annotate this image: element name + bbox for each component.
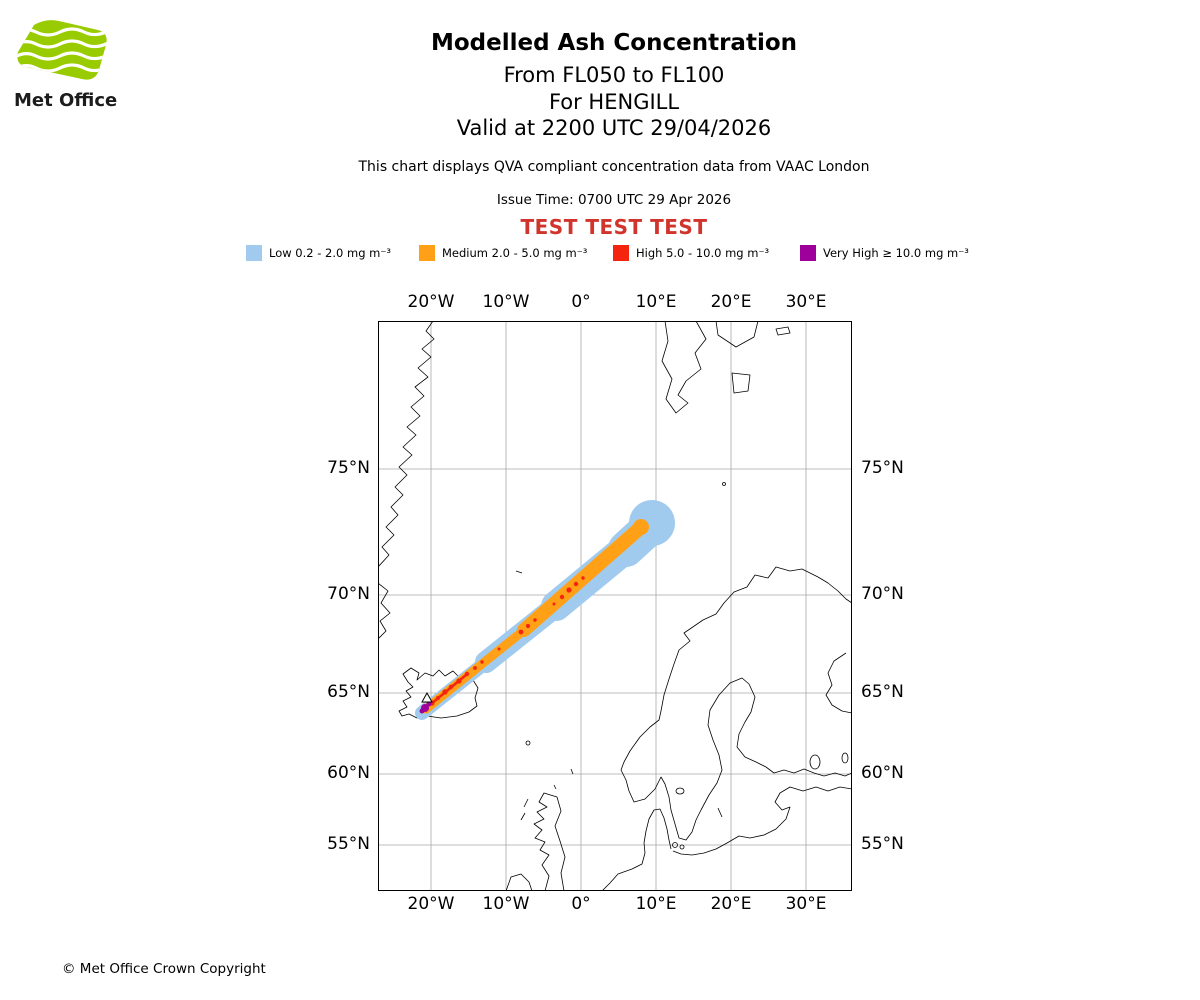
- legend-item-medium: Medium 2.0 - 5.0 mg m⁻³: [419, 244, 587, 261]
- y-tick-left-70n: 70°N: [327, 584, 370, 604]
- x-tick-top-1: 10°W: [482, 292, 530, 312]
- met-office-wordmark: Met Office: [14, 90, 118, 111]
- legend-swatch-low: [246, 244, 262, 261]
- baltic-coast: [672, 786, 852, 856]
- y-tick-right-65n: 65°N: [861, 682, 904, 702]
- x-tick-top-5: 30°E: [785, 292, 827, 312]
- denmark-coast: [617, 808, 672, 875]
- x-tick-top-4: 20°E: [710, 292, 752, 312]
- met-office-logo: Met Office: [14, 20, 124, 111]
- legend-item-high: High 5.0 - 10.0 mg m⁻³: [613, 244, 769, 261]
- y-tick-right-55n: 55°N: [861, 834, 904, 854]
- y-tick-right-70n: 70°N: [861, 584, 904, 604]
- legend-swatch-high: [613, 244, 629, 261]
- map-border: [378, 321, 852, 891]
- y-tick-left-65n: 65°N: [327, 682, 370, 702]
- x-tick-top-2: 0°: [571, 292, 591, 312]
- volcano-name: For HENGILL: [548, 90, 680, 114]
- met-office-logo-mark: [17, 20, 107, 80]
- y-tick-left-60n: 60°N: [327, 763, 370, 783]
- x-tick-bottom-5: 30°E: [785, 894, 827, 914]
- greenland-coast: [378, 321, 435, 568]
- x-tick-bottom-4: 20°E: [710, 894, 752, 914]
- x-tick-bottom-1: 10°W: [482, 894, 530, 914]
- legend-swatch-very-high: [800, 244, 816, 261]
- svalbard-coast: [661, 321, 707, 414]
- map-canvas: [378, 321, 852, 891]
- grid-lines: [378, 321, 852, 891]
- test-banner: TEST TEST TEST: [520, 215, 708, 239]
- volcano-marker: [421, 691, 433, 703]
- chart-title: Modelled Ash Concentration: [430, 30, 798, 56]
- legend-label-medium: Medium 2.0 - 5.0 mg m⁻³: [442, 245, 588, 260]
- legend-item-very-high: Very High ≥ 10.0 mg m⁻³: [800, 244, 969, 261]
- ash-plume-very-high: [419, 701, 432, 714]
- y-tick-right-60n: 60°N: [861, 763, 904, 783]
- coastlines: [378, 321, 852, 891]
- y-tick-left-55n: 55°N: [327, 834, 370, 854]
- scandinavia-coast: [620, 566, 852, 841]
- ash-plume-high: [429, 576, 585, 706]
- x-tick-top-3: 10°E: [635, 292, 677, 312]
- y-tick-right-75n: 75°N: [861, 458, 904, 478]
- britain-coast: [533, 792, 566, 891]
- legend-swatch-medium: [419, 244, 435, 261]
- x-tick-bottom-3: 10°E: [635, 894, 677, 914]
- ireland-coast: [505, 873, 533, 891]
- x-tick-bottom-2: 0°: [571, 894, 591, 914]
- flight-level-range: From FL050 to FL100: [503, 63, 725, 87]
- y-tick-left-75n: 75°N: [327, 458, 370, 478]
- qva-compliance-note: This chart displays QVA compliant concen…: [358, 159, 870, 175]
- x-tick-top-0: 20°W: [407, 292, 455, 312]
- legend-label-very-high: Very High ≥ 10.0 mg m⁻³: [823, 245, 969, 260]
- legend-label-high: High 5.0 - 10.0 mg m⁻³: [636, 245, 770, 260]
- valid-time: Valid at 2200 UTC 29/04/2026: [456, 116, 772, 140]
- legend-item-low: Low 0.2 - 2.0 mg m⁻³: [246, 244, 391, 261]
- legend-label-low: Low 0.2 - 2.0 mg m⁻³: [269, 245, 392, 260]
- x-tick-bottom-0: 20°W: [407, 894, 455, 914]
- copyright: © Met Office Crown Copyright: [62, 961, 266, 977]
- iceland-coast: [398, 667, 479, 719]
- issue-time: Issue Time: 0700 UTC 29 Apr 2026: [496, 192, 732, 208]
